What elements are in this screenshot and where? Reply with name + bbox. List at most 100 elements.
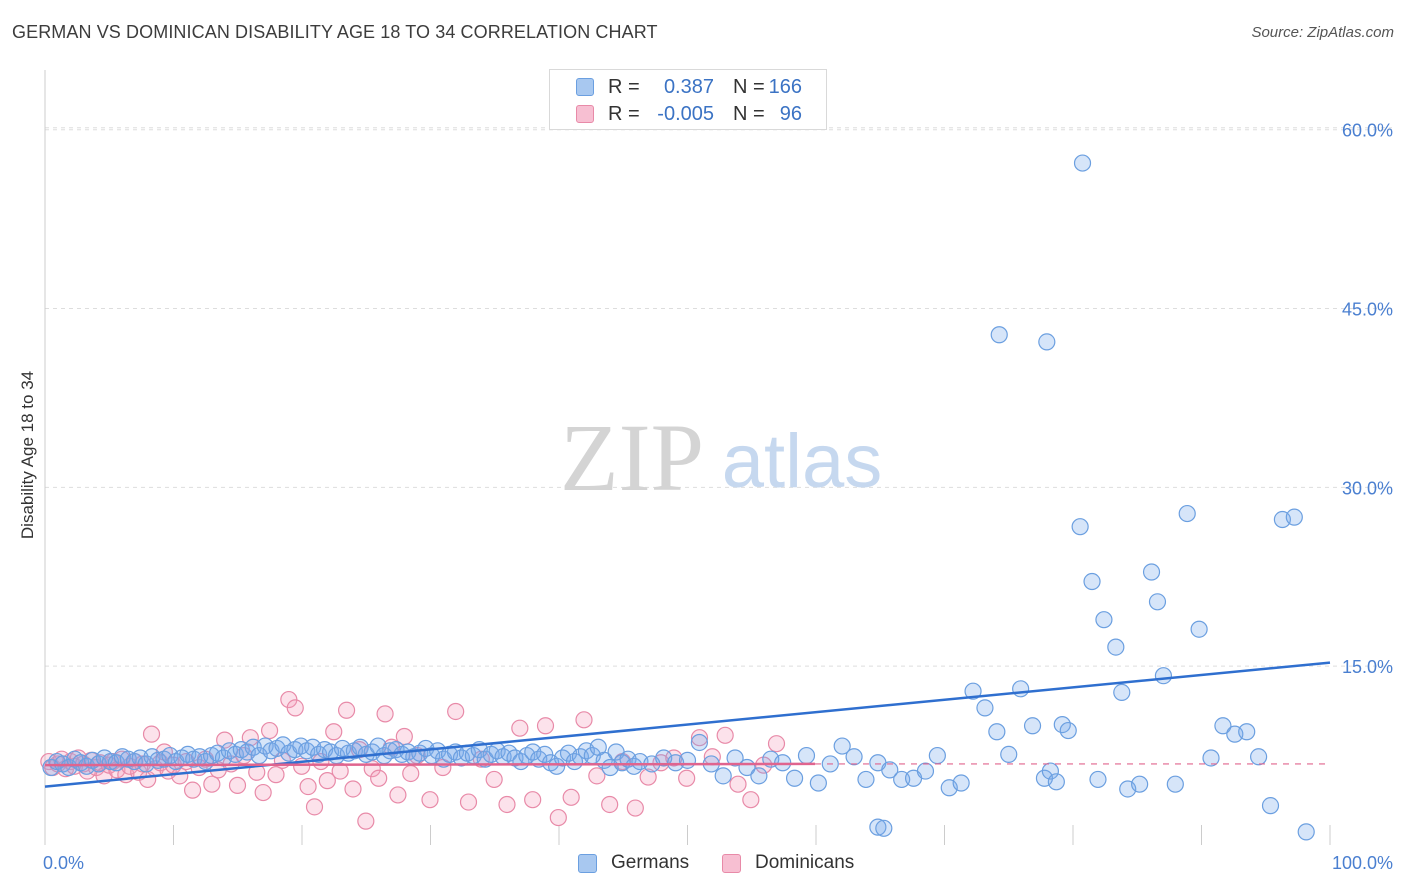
germans-point	[809, 774, 827, 792]
germans-point	[750, 767, 768, 785]
legend-row-germans: R = 0.387 N = 166	[550, 74, 826, 100]
x-tick-label: 100.0%	[1332, 853, 1393, 873]
germans-point	[726, 749, 744, 767]
germans-point	[1190, 620, 1208, 638]
germans-point	[1261, 797, 1280, 815]
dominicans-point	[716, 726, 734, 744]
germans-point	[1083, 572, 1101, 591]
dominicans-point	[183, 781, 202, 799]
germans-point	[1148, 593, 1167, 611]
germans-point	[845, 748, 863, 766]
dominicans-point	[459, 793, 478, 811]
legend-label-dominicans: Dominicans	[755, 852, 855, 873]
y-tick-label: 60.0%	[1342, 121, 1393, 141]
x-ticks	[44, 825, 1331, 845]
dominicans-point	[142, 725, 161, 743]
dominicans-point	[254, 783, 272, 802]
correlation-legend: R = 0.387 N = 166 R = -0.005 N = 96	[549, 69, 827, 130]
dominicans-point	[267, 766, 285, 784]
germans-point	[869, 818, 887, 836]
dominicans-point	[216, 731, 234, 749]
germans-point	[1038, 333, 1056, 351]
dominicans-point	[260, 721, 279, 740]
dominicans-point	[337, 701, 356, 719]
trend-lines	[44, 661, 1331, 788]
germans-point	[1047, 773, 1065, 791]
dominicans-point	[767, 735, 786, 753]
dominicans-point	[402, 764, 420, 783]
germans-point	[833, 737, 851, 755]
y-tick-label: 30.0%	[1342, 478, 1393, 498]
germans-point	[1131, 775, 1149, 793]
dominicans-point	[421, 791, 439, 809]
germans-point	[1166, 775, 1184, 793]
dominicans-point	[286, 699, 304, 717]
germans-points	[42, 154, 1315, 841]
germans-point	[875, 819, 893, 837]
watermark-atlas: atlas	[722, 419, 883, 504]
dominicans-point	[485, 770, 503, 789]
germans-point	[881, 761, 899, 779]
dominicans-point	[575, 711, 593, 729]
legend-r-label: R =	[608, 76, 640, 98]
legend-n-value: 166	[768, 76, 802, 98]
legend-n-value: 96	[779, 103, 802, 125]
dominicans-point	[389, 786, 407, 804]
germans-point	[1071, 518, 1089, 536]
source-label: Source: ZipAtlas.com	[1251, 24, 1394, 41]
dominicans-trend-line	[44, 762, 816, 767]
dominicans-point	[344, 780, 362, 798]
dominicans-point	[652, 754, 670, 772]
germans-point	[1154, 667, 1173, 685]
germans-point	[976, 699, 994, 717]
germans-point	[1297, 823, 1315, 841]
germans-point	[1202, 749, 1220, 767]
dominicans-point	[601, 795, 619, 814]
legend-swatch-dominicans	[576, 105, 594, 123]
legend-swatch-germans	[578, 854, 597, 873]
legend-n-label: N =	[733, 103, 765, 125]
germans-point	[785, 769, 804, 787]
legend-n-label: N =	[733, 76, 765, 98]
germans-point	[964, 682, 982, 700]
dominicans-point	[325, 723, 343, 741]
dominicans-point	[588, 767, 606, 785]
dominicans-point	[524, 791, 542, 809]
y-axis-label: Disability Age 18 to 34	[18, 370, 37, 540]
legend-r-value: 0.387	[663, 76, 714, 98]
dominicans-point	[228, 776, 247, 794]
germans-point	[988, 723, 1006, 741]
legend-label-germans: Germans	[611, 852, 690, 873]
germans-point	[1285, 508, 1303, 526]
dominicans-point	[690, 729, 709, 747]
legend-swatch-dominicans	[722, 854, 741, 873]
germans-point	[952, 774, 970, 792]
germans-point	[690, 733, 708, 752]
germans-point	[857, 770, 875, 789]
x-tick-label: 0.0%	[43, 853, 84, 873]
germans-point	[1250, 748, 1268, 766]
dominicans-point	[549, 808, 567, 827]
dominicans-point	[171, 767, 189, 785]
dominicans-point	[299, 777, 317, 796]
dominicans-point	[241, 729, 259, 747]
legend-r-label: R =	[608, 103, 640, 125]
germans-point	[1000, 745, 1018, 763]
germans-point	[1107, 638, 1125, 656]
dominicans-point	[729, 775, 747, 793]
germans-point	[678, 751, 697, 769]
germans-point	[1012, 680, 1030, 698]
dominicans-point	[626, 799, 644, 817]
germans-point	[1023, 717, 1042, 735]
germans-point	[916, 762, 935, 780]
germans-point	[1059, 721, 1077, 740]
germans-point	[1142, 563, 1161, 581]
germans-point	[714, 767, 732, 785]
germans-point	[1113, 683, 1131, 702]
dominicans-point	[357, 812, 375, 830]
germans-point	[990, 326, 1008, 344]
y-tick-labels: 15.0% 30.0% 45.0% 60.0%	[1342, 121, 1393, 677]
dominicans-point	[447, 702, 465, 721]
germans-point	[1214, 717, 1232, 735]
y-tick-label: 15.0%	[1342, 657, 1393, 677]
